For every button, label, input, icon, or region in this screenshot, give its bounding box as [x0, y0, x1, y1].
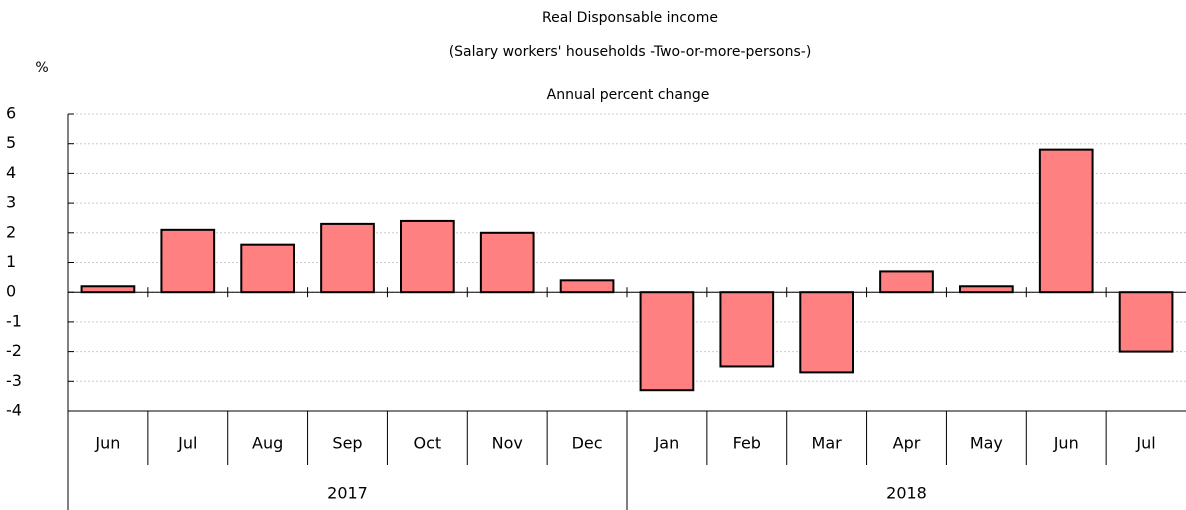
- y-tick-label: 0: [6, 282, 16, 301]
- bar: [479, 231, 535, 294]
- bar: [160, 228, 216, 294]
- x-tick-label: Feb: [733, 434, 761, 453]
- bar: [879, 270, 934, 294]
- annotation: Annual percent change: [547, 87, 710, 103]
- group-label: 2018: [886, 484, 927, 503]
- x-tick-label: Jun: [1053, 434, 1079, 453]
- bar: [959, 285, 1014, 294]
- x-tick-label: Sep: [332, 434, 362, 453]
- y-tick-label: 4: [6, 163, 16, 182]
- bar: [240, 243, 295, 294]
- chart-title: Real Disponsable income: [542, 10, 718, 26]
- y-tick-label: -1: [6, 311, 22, 330]
- bar: [719, 291, 775, 368]
- y-tick-label: -2: [6, 341, 22, 360]
- chart-subtitle: (Salary workers' households -Two-or-more…: [449, 44, 812, 60]
- bar: [1118, 291, 1174, 353]
- y-tick-label: 1: [6, 252, 16, 271]
- y-tick-label: -3: [6, 371, 22, 390]
- y-tick-label: -4: [6, 401, 22, 420]
- bar: [639, 291, 695, 392]
- x-tick-label: Jan: [654, 434, 680, 453]
- bar: [400, 219, 455, 294]
- x-tick-label: Oct: [414, 434, 442, 453]
- x-tick-label: Jul: [177, 434, 197, 453]
- x-tick-label: Jun: [94, 434, 120, 453]
- x-tick-label: Dec: [572, 434, 603, 453]
- group-label: 2017: [327, 484, 368, 503]
- y-axis-label: %: [35, 60, 48, 76]
- bar: [559, 279, 615, 294]
- x-tick-label: Aug: [252, 434, 283, 453]
- y-tick-label: 6: [6, 104, 16, 123]
- x-tick-label: Nov: [492, 434, 523, 453]
- bar: [320, 222, 375, 294]
- bar: [80, 285, 136, 294]
- x-tick-label: Apr: [893, 434, 921, 453]
- y-tick-label: 2: [6, 222, 16, 241]
- bar: [799, 291, 854, 374]
- x-tick-label: Mar: [812, 434, 843, 453]
- x-tick-label: May: [970, 434, 1003, 453]
- bar: [1038, 148, 1094, 294]
- y-tick-label: 5: [6, 133, 16, 152]
- y-tick-label: 3: [6, 193, 16, 212]
- x-tick-label: Jul: [1135, 434, 1155, 453]
